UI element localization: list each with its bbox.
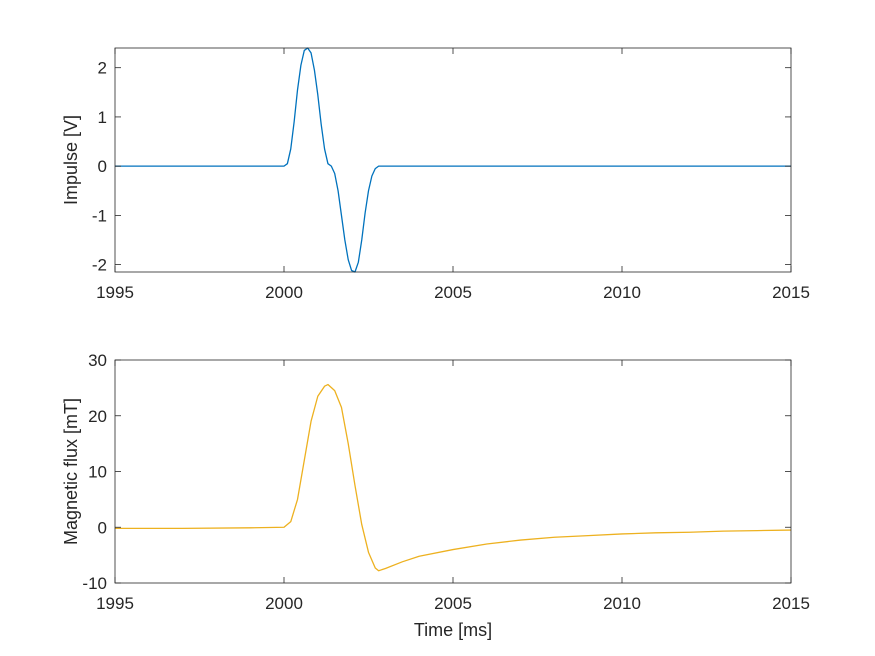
series-line-1-0: [115, 383, 792, 572]
x-tick-label: 2005: [434, 594, 472, 613]
y-tick-label: 2: [98, 59, 107, 78]
y-tick-label: 0: [98, 518, 107, 537]
x-tick-label: 1995: [96, 594, 134, 613]
x-tick-label: 2000: [265, 283, 303, 302]
x-tick-label: 2005: [434, 283, 472, 302]
x-tick-label: 2015: [772, 594, 810, 613]
impulse-plot: 1995 2000 2005 2010 2015 -2 -1 0 1 2 Impulse [V]: [61, 47, 810, 302]
x-tick-label: 1995: [96, 283, 134, 302]
y-tick-label: -2: [92, 256, 107, 275]
x-tick-label: 2000: [265, 594, 303, 613]
x-tick-label: 2010: [603, 283, 641, 302]
y-tick-label: 30: [88, 351, 107, 370]
y-tick-label: 10: [88, 463, 107, 482]
y-tick-label: 1: [98, 108, 107, 127]
y-axis-label: Impulse [V]: [61, 115, 81, 205]
y-tick-label: 20: [88, 407, 107, 426]
y-axis-label: Magnetic flux [mT]: [61, 398, 81, 545]
y-tick-label: -1: [92, 206, 107, 225]
magnetic-flux-plot: 1995 2000 2005 2010 2015 -10 0 10 20 30 Magnetic f…: [61, 351, 810, 640]
series-line-0-0: [115, 47, 791, 273]
y-tick-label: 0: [98, 157, 107, 176]
x-tick-label: 2010: [603, 594, 641, 613]
x-axis-label: Time [ms]: [414, 620, 492, 640]
y-tick-label: -10: [82, 574, 107, 593]
x-tick-label: 2015: [772, 283, 810, 302]
